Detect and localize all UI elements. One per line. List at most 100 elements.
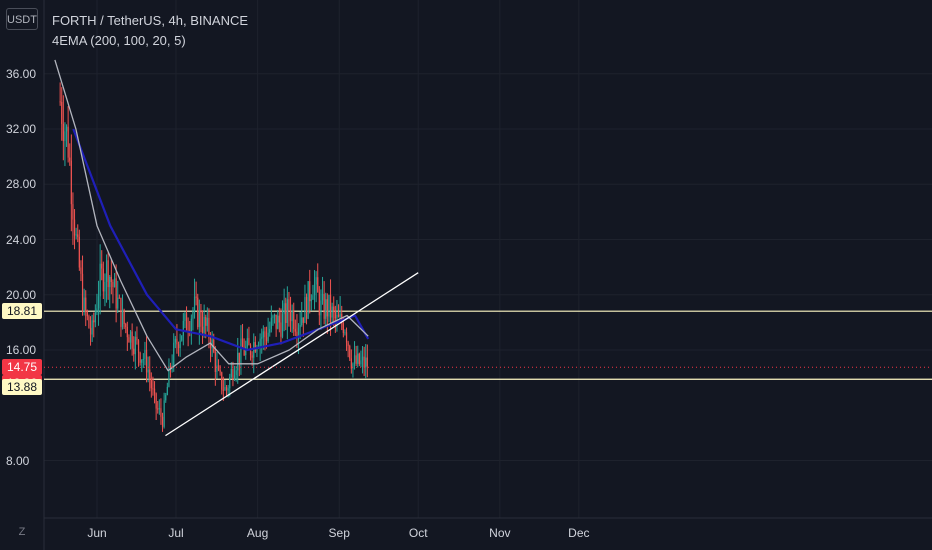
candle-body — [302, 317, 304, 323]
symbol-title[interactable]: FORTH / TetherUS, 4h, BINANCE — [52, 13, 249, 28]
candle-body — [133, 348, 135, 355]
candle-body — [333, 306, 335, 312]
candle-body — [278, 315, 280, 323]
horizontal-levels[interactable] — [44, 310, 932, 380]
candle-body — [80, 267, 82, 274]
candle-body — [128, 337, 130, 343]
candle-body — [97, 296, 100, 309]
candle-body — [235, 370, 237, 376]
candle-body — [153, 388, 156, 394]
candle-body — [149, 369, 151, 379]
candle-body — [184, 313, 186, 321]
candle-body — [205, 317, 207, 326]
candle-body — [120, 297, 122, 327]
candle-body — [144, 349, 146, 359]
time-tick-label: Aug — [246, 526, 269, 540]
candle-body — [109, 276, 111, 288]
candle-body — [131, 331, 133, 349]
candle-body — [297, 327, 300, 337]
candle-body — [91, 320, 93, 335]
candle-body — [355, 355, 357, 364]
candle-body — [326, 299, 328, 317]
candle-body — [339, 313, 341, 317]
candle-body — [118, 297, 120, 299]
candle-body — [269, 328, 271, 333]
candle-body — [126, 326, 128, 338]
candle-body — [299, 324, 301, 328]
candle-body — [289, 311, 292, 322]
candle-body — [214, 351, 216, 372]
candle-body — [317, 277, 319, 293]
candle-body — [272, 316, 274, 318]
candle-body — [358, 353, 360, 365]
price-tick-label: 8.00 — [6, 453, 30, 468]
candle-body — [145, 349, 148, 373]
candle-body — [72, 204, 74, 220]
candle-body — [211, 339, 213, 349]
price-tick-label: 28.00 — [6, 177, 37, 192]
candle-body — [262, 331, 264, 338]
candle-body — [89, 327, 92, 335]
unit-badge[interactable]: USDT — [6, 8, 38, 30]
candle-body — [105, 260, 108, 282]
indicator-title[interactable]: 4EMA (200, 100, 20, 5) — [52, 33, 186, 48]
candle-body — [313, 284, 316, 296]
candle-body — [353, 355, 356, 364]
candle-body — [123, 309, 125, 324]
candle-body — [227, 388, 229, 391]
candle-body — [117, 297, 119, 309]
candle-body — [134, 336, 136, 355]
time-tick-label: Dec — [568, 526, 590, 540]
candle-body — [169, 365, 172, 368]
candle-body — [200, 310, 202, 327]
candle-body — [350, 358, 352, 369]
candle-body — [107, 260, 109, 288]
candle-body — [193, 296, 196, 312]
candle-body — [251, 355, 253, 358]
candle-body — [113, 278, 116, 288]
candle-body — [331, 306, 333, 318]
price-tick-label: 20.00 — [6, 287, 37, 302]
timezone-button[interactable]: Z — [18, 526, 26, 538]
price-tick-label: 36.00 — [6, 66, 37, 81]
candle-body — [73, 219, 76, 236]
candle-body — [254, 342, 256, 352]
candle-body — [225, 387, 228, 391]
time-tick-label: Jul — [168, 526, 184, 540]
candle-body — [121, 309, 124, 327]
candle-body — [345, 332, 348, 343]
candle-body — [224, 387, 226, 391]
candle-body — [296, 331, 298, 337]
candle-body — [168, 365, 170, 387]
candle-body — [141, 359, 143, 363]
candle-body — [323, 293, 325, 319]
candle-body — [166, 386, 168, 396]
candle-body — [342, 323, 344, 333]
trend-line[interactable] — [165, 272, 419, 437]
grid — [44, 0, 932, 518]
candle-body — [101, 263, 103, 269]
candle-body — [216, 365, 218, 372]
level-upper-label: 18.81 — [2, 303, 42, 320]
candle-body — [67, 126, 69, 158]
candle-body — [203, 317, 205, 333]
time-tick-label: Sep — [328, 526, 350, 540]
candle-body — [285, 303, 287, 323]
candle-body — [363, 356, 365, 368]
candle-body — [75, 234, 77, 236]
candle-body — [321, 293, 324, 301]
candle-body — [163, 400, 165, 427]
candle-body — [261, 337, 263, 339]
candle-body — [229, 376, 231, 389]
candle-body — [70, 160, 72, 205]
candle-body — [267, 332, 269, 342]
candle-body — [366, 357, 368, 367]
candle-body — [150, 378, 152, 389]
candle-body — [104, 281, 106, 292]
candle-body — [195, 296, 197, 298]
candle-body — [259, 338, 261, 348]
candle-body — [102, 268, 104, 292]
candle-body — [206, 317, 208, 326]
candle-body — [294, 328, 296, 332]
